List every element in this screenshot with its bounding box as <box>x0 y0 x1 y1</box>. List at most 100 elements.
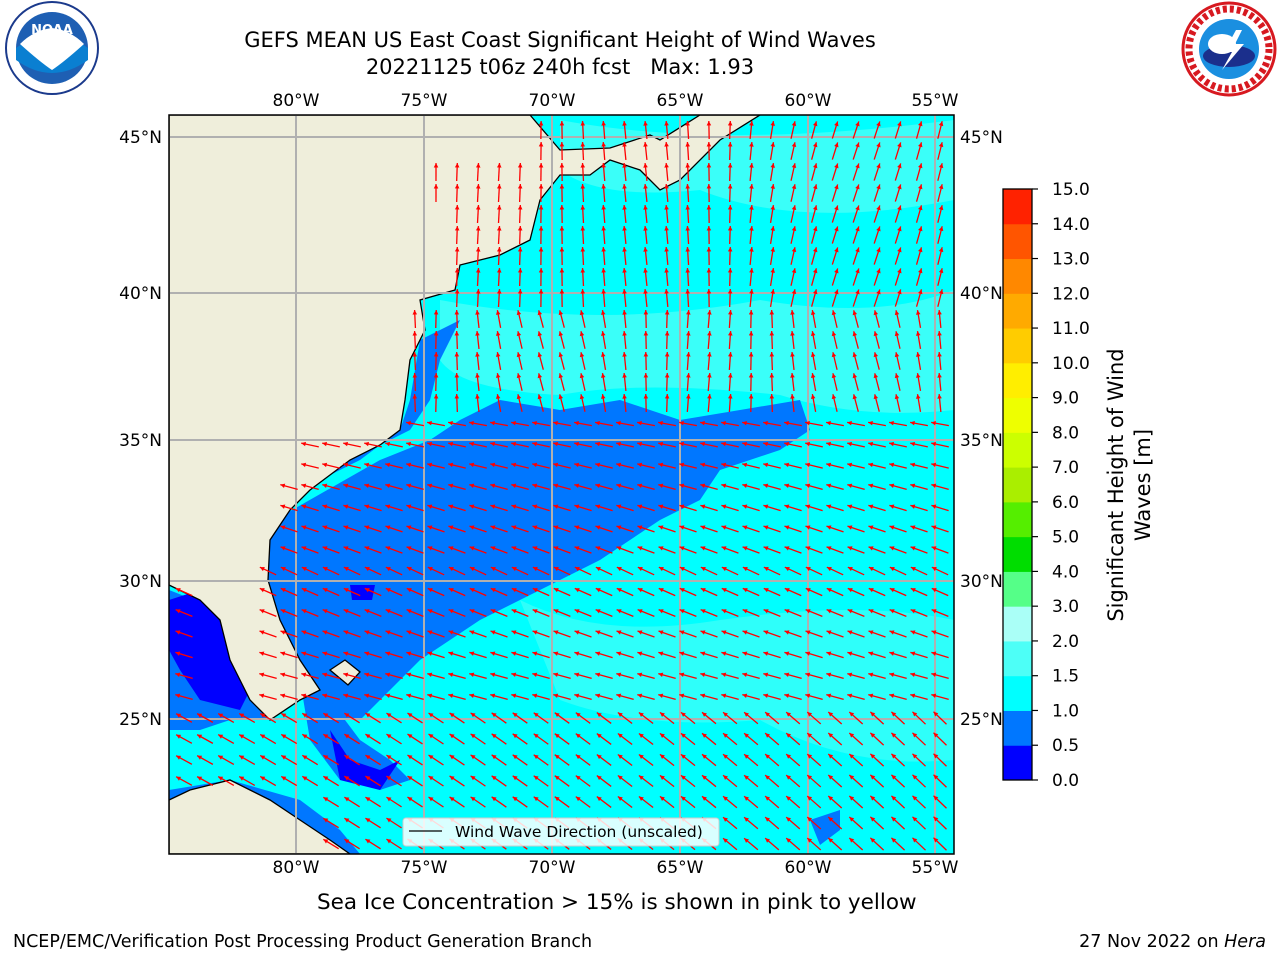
colorbar-tick-label: 14.0 <box>1052 215 1090 235</box>
wind-arrow <box>559 225 565 245</box>
wind-arrow <box>427 630 445 638</box>
wind-arrow <box>763 441 781 448</box>
wind-arrow <box>790 226 797 244</box>
wind-arrow <box>912 753 926 767</box>
colorbar-frame <box>1002 188 1033 781</box>
wind-arrow <box>679 441 697 448</box>
wind-arrow <box>790 351 795 371</box>
wind-arrow <box>407 712 423 724</box>
wind-arrow <box>847 504 865 512</box>
wind-arrow <box>406 566 424 576</box>
wind-arrow <box>912 837 926 851</box>
wind-arrow <box>532 420 550 427</box>
wind-arrow <box>915 268 923 286</box>
wind-arrow <box>322 441 340 448</box>
wind-arrow <box>596 754 612 766</box>
wind-arrow <box>579 310 586 328</box>
wind-arrow <box>764 732 780 746</box>
wind-arrow <box>742 525 760 533</box>
wind-arrow <box>728 309 733 329</box>
wind-arrow <box>532 693 550 700</box>
wave-height-region-1-5 <box>440 290 954 413</box>
wind-arrow <box>805 672 823 680</box>
wind-arrow <box>748 330 754 350</box>
wind-arrow <box>915 184 923 202</box>
wind-arrow <box>343 462 361 469</box>
wind-arrow <box>915 289 923 307</box>
wind-arrow <box>301 609 319 617</box>
wind-arrow <box>601 162 606 182</box>
wind-arrow <box>448 525 466 533</box>
wind-arrow <box>406 587 424 597</box>
wind-arrow <box>910 504 928 512</box>
wind-arrow <box>343 483 361 491</box>
wave-height-region-0 <box>330 730 400 790</box>
wind-arrow <box>574 672 592 680</box>
wind-arrow <box>658 609 676 617</box>
wind-arrow <box>638 753 654 767</box>
wind-arrow <box>910 546 928 554</box>
wind-arrow <box>910 609 928 617</box>
wind-arrow <box>475 393 480 413</box>
wind-arrow <box>784 587 802 597</box>
wind-arrow <box>873 268 881 286</box>
wind-arrow <box>742 672 760 680</box>
wind-arrow <box>931 630 949 638</box>
wind-arrow <box>685 183 690 203</box>
wind-arrow <box>847 462 865 469</box>
wind-arrow <box>406 693 424 700</box>
wind-arrow <box>700 525 718 533</box>
wind-arrow <box>595 672 613 680</box>
lat-tick-label: 45°N <box>960 128 1003 148</box>
wind-arrow <box>637 651 655 659</box>
wind-arrow <box>595 525 613 533</box>
wind-arrow <box>910 566 928 576</box>
lat-tick-label: 40°N <box>960 284 1003 304</box>
wind-arrow <box>301 630 319 638</box>
wind-arrow <box>511 462 529 469</box>
wind-arrow <box>831 247 839 265</box>
wind-arrow <box>784 693 802 700</box>
wind-arrow <box>658 693 676 700</box>
wind-arrow <box>559 288 565 308</box>
wind-arrow <box>595 546 613 554</box>
wind-arrow <box>574 420 592 427</box>
wind-arrow <box>706 162 712 182</box>
colorbar-tick-label: 12.0 <box>1052 284 1090 304</box>
wind-arrow <box>616 462 634 469</box>
wind-arrow <box>890 837 906 851</box>
wind-arrow <box>769 226 775 244</box>
wind-arrow <box>700 630 718 638</box>
wind-arrow <box>322 733 340 745</box>
wind-arrow <box>579 331 586 349</box>
wind-arrow <box>852 163 860 181</box>
colorbar-tick-label: 7.0 <box>1052 458 1079 478</box>
wind-arrow <box>449 796 465 808</box>
wind-arrow <box>931 566 949 576</box>
wind-arrow <box>827 795 843 809</box>
sea-ice-note: Sea Ice Concentration > 15% is shown in … <box>317 890 917 915</box>
wind-arrow <box>889 525 907 533</box>
wind-arrow <box>852 373 859 391</box>
wind-arrow <box>790 163 797 181</box>
wind-arrow <box>827 732 843 746</box>
wind-arrow <box>826 693 844 700</box>
wind-arrow <box>785 816 801 830</box>
wind-arrow <box>470 796 486 808</box>
colorbar: 0.0 0.5 1.0 1.5 2.0 3.0 4.0 5.0 6.0 7.0 8.0 9.0 10.0… <box>1002 180 1090 791</box>
wind-arrow <box>322 609 340 617</box>
wind-arrow <box>889 441 907 448</box>
wind-arrow <box>868 587 886 597</box>
wind-arrow <box>412 351 418 371</box>
wind-arrow <box>196 755 214 765</box>
wind-arrow <box>680 711 696 725</box>
wind-arrow <box>322 651 340 659</box>
wind-arrow <box>533 733 549 745</box>
wind-arrow <box>806 732 822 746</box>
wind-arrow <box>805 483 823 491</box>
wind-arrow <box>869 753 885 767</box>
wind-arrow <box>406 630 424 638</box>
wind-arrow <box>764 795 780 809</box>
wind-arrow <box>259 609 277 617</box>
wind-arrow <box>386 733 402 745</box>
